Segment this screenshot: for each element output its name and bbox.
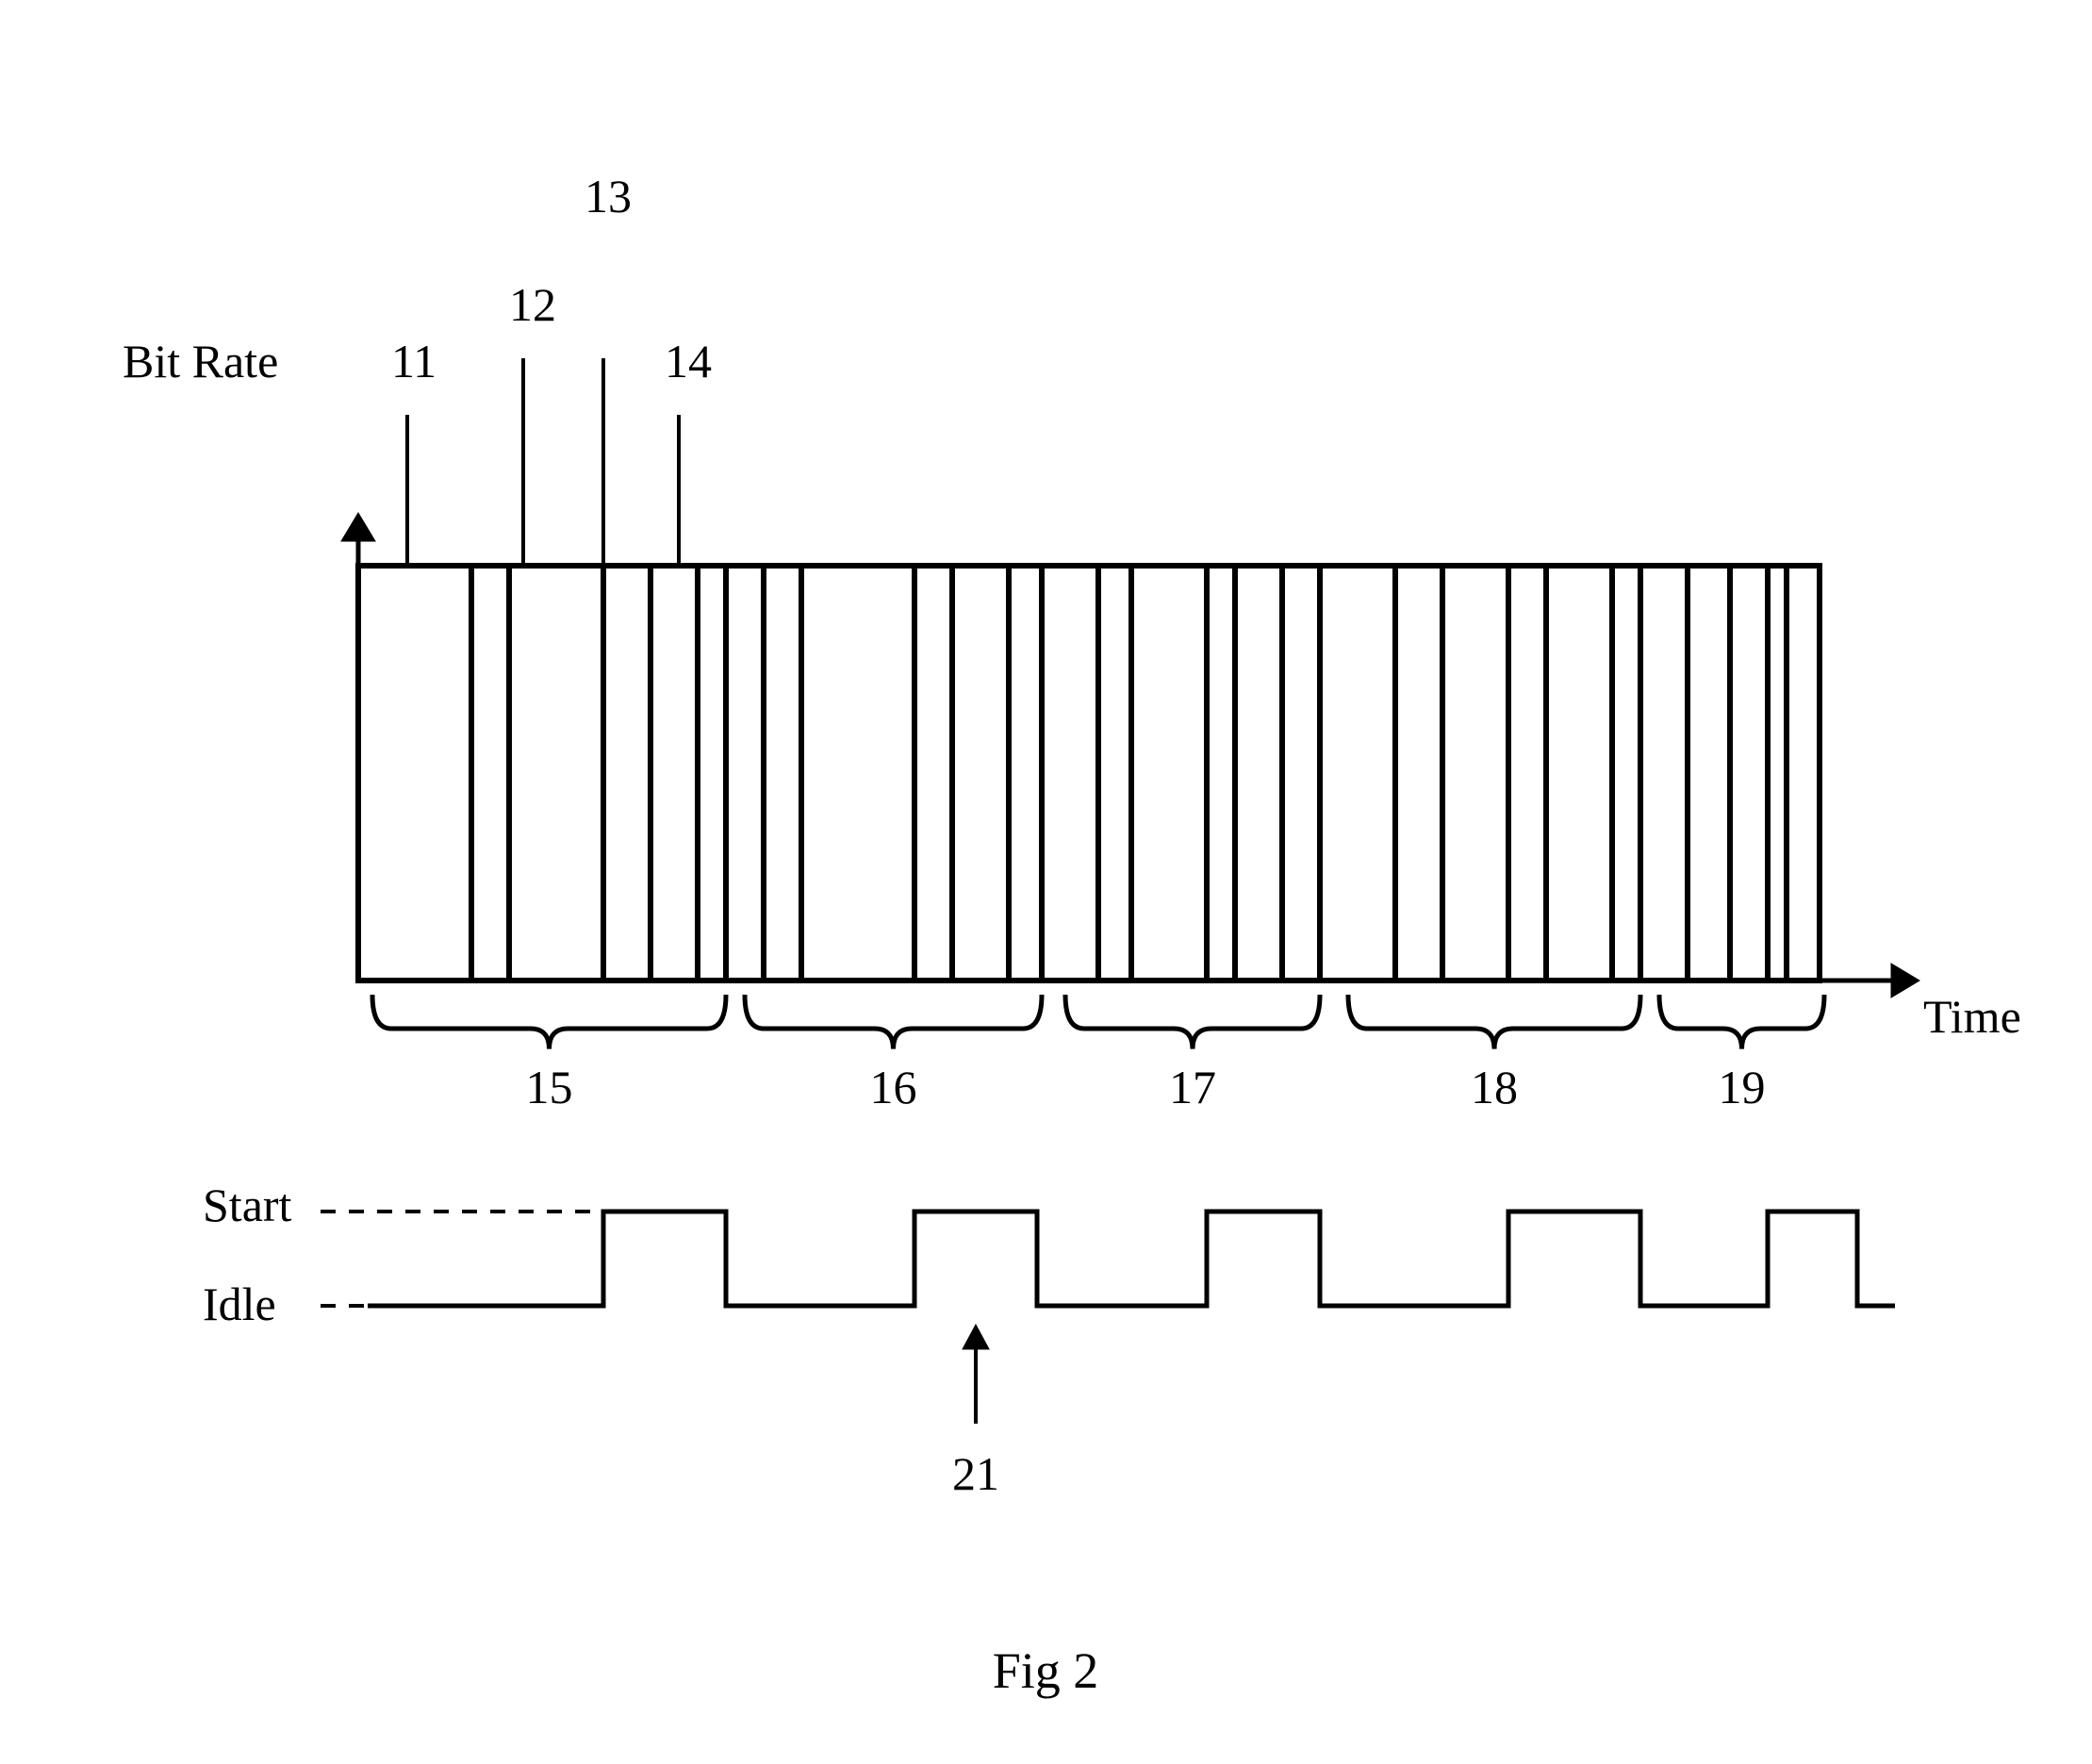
pointer-label-14: 14 [665,335,712,387]
pointer-21-arrow-icon [963,1325,989,1349]
group-brace [1065,995,1320,1049]
bit-rate-block [358,566,1820,981]
pointer-label-12: 12 [509,278,556,331]
signal-waveform [368,1212,1895,1306]
x-arrow-icon [1891,964,1919,997]
group-brace [745,995,1042,1049]
pointer-label-11: 11 [391,335,437,387]
group-label-15: 15 [526,1061,573,1113]
figure-caption: Fig 2 [993,1642,1099,1699]
pointer-21-label: 21 [952,1447,999,1500]
group-label-16: 16 [870,1061,917,1113]
group-label-17: 17 [1169,1061,1216,1113]
group-brace [1348,995,1640,1049]
group-brace [1659,995,1824,1049]
group-label-18: 18 [1471,1061,1518,1113]
pointer-label-13: 13 [585,170,632,223]
group-brace [372,995,726,1049]
y-axis-label: Bit Rate [123,335,278,387]
x-axis-label: Time [1923,990,2021,1043]
y-arrow-icon [341,513,375,541]
group-label-19: 19 [1719,1061,1766,1113]
signal-start-label: Start [203,1179,292,1231]
signal-idle-label: Idle [203,1278,276,1330]
